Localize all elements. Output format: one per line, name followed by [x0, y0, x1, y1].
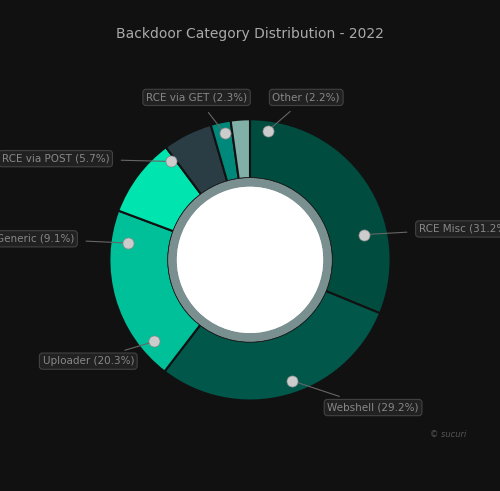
Wedge shape — [110, 211, 200, 372]
Text: Generic (9.1%): Generic (9.1%) — [0, 234, 125, 244]
Wedge shape — [168, 178, 332, 342]
Text: Webshell (29.2%): Webshell (29.2%) — [295, 382, 419, 412]
Text: RCE via POST (5.7%): RCE via POST (5.7%) — [2, 154, 168, 164]
Text: Other (2.2%): Other (2.2%) — [270, 92, 340, 129]
Wedge shape — [211, 121, 239, 182]
Wedge shape — [250, 119, 390, 313]
Text: © sucuri: © sucuri — [430, 430, 466, 439]
Text: RCE Misc (31.2%): RCE Misc (31.2%) — [366, 224, 500, 234]
Wedge shape — [118, 147, 201, 231]
Wedge shape — [164, 291, 380, 401]
Title: Backdoor Category Distribution - 2022: Backdoor Category Distribution - 2022 — [116, 27, 384, 41]
Text: RCE via GET (2.3%): RCE via GET (2.3%) — [146, 92, 247, 131]
Wedge shape — [166, 125, 227, 194]
Text: Uploader (20.3%): Uploader (20.3%) — [42, 342, 152, 366]
Circle shape — [178, 188, 322, 332]
Circle shape — [178, 188, 322, 332]
Wedge shape — [230, 119, 250, 179]
